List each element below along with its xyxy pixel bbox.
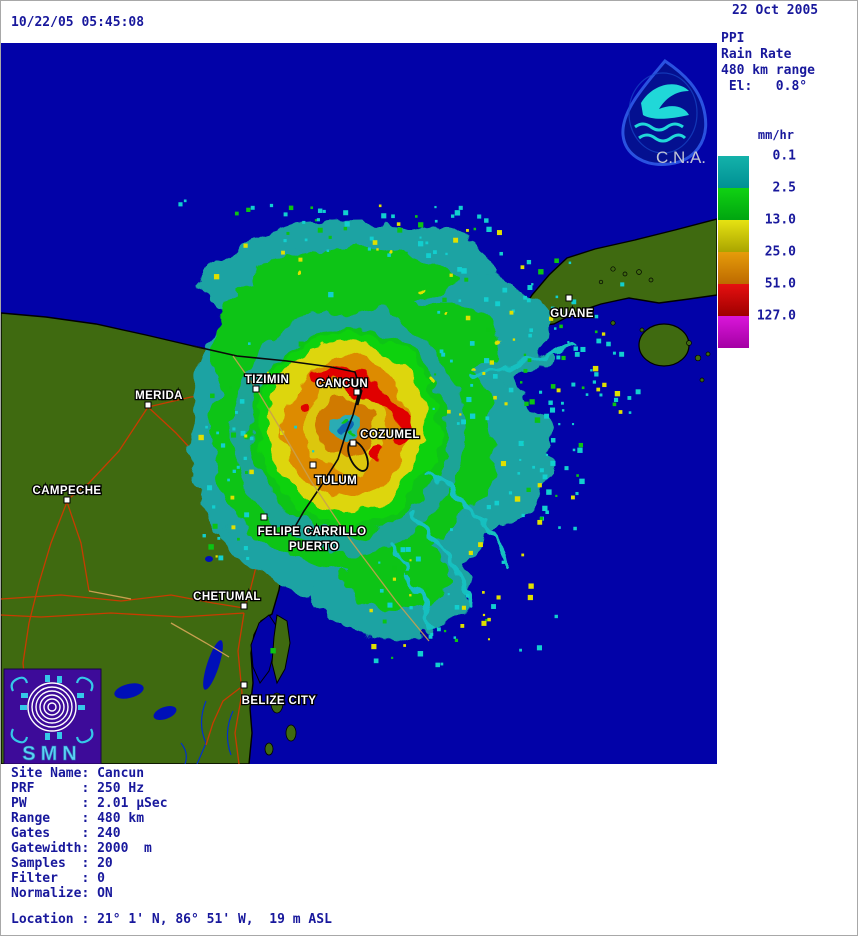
- scale-value: 2.5: [772, 180, 796, 196]
- radar-image: SMN C.N.A. MERIDA TIZIMIN CANCUN COZUMEL TUL…: [1, 43, 718, 765]
- city-marker: [349, 439, 357, 447]
- scale-unit-label: mm/hr: [757, 128, 794, 142]
- city-marker: [260, 513, 268, 521]
- scale-block: [718, 284, 749, 316]
- hurricane-echoes: [188, 220, 554, 641]
- product-mode-label: PPI: [721, 31, 745, 46]
- scale-block: [718, 220, 749, 252]
- city-label: CAMPECHE: [32, 485, 101, 497]
- road-over-storm: [232, 355, 430, 642]
- city-label: GUANE: [550, 308, 594, 320]
- info-line: Gates : 240: [11, 826, 121, 841]
- product-name-label: Rain Rate: [721, 47, 792, 62]
- city-marker: [240, 602, 248, 610]
- roads-secondary: [88, 590, 230, 658]
- cays: [588, 266, 711, 383]
- city-label: CHETUMAL: [193, 591, 261, 603]
- info-line: Filter : 0: [11, 871, 105, 886]
- scale-value: 127.0: [756, 308, 796, 324]
- info-line: PRF : 250 Hz: [11, 781, 145, 796]
- outer-rain-bands: [388, 340, 579, 631]
- scale-block: [718, 316, 749, 348]
- city-marker: [309, 461, 317, 469]
- site-parameters: Site Name: Cancun PRF : 250 Hz PW : 2.01 µ…: [11, 766, 168, 901]
- scale-block: [718, 252, 749, 284]
- cna-logo-text: C.N.A.: [656, 148, 706, 167]
- smn-logo: SMN: [3, 668, 102, 765]
- range-label: 480 km range: [721, 63, 815, 78]
- elevation-label: El: 0.8°: [721, 79, 808, 94]
- coastline-overlay: [192, 345, 369, 533]
- info-line: Range : 480 km: [11, 811, 145, 826]
- scale-value: 51.0: [764, 276, 796, 292]
- city-label: TIZIMIN: [245, 374, 289, 386]
- city-label: COZUMEL: [360, 429, 420, 441]
- radar-map-svg: SMN C.N.A. MERIDA TIZIMIN CANCUN COZUMEL TUL…: [1, 43, 718, 765]
- city-marker: [565, 294, 573, 302]
- city-marker: [144, 401, 152, 409]
- info-line: Normalize: ON: [11, 886, 113, 901]
- city-label: MERIDA: [135, 390, 183, 402]
- scale-value: 0.1: [772, 148, 796, 164]
- city-label: TULUM: [315, 475, 357, 487]
- city-label: BELIZE CITY: [242, 695, 317, 707]
- city-marker: [252, 385, 260, 393]
- city-label: FELIPE CARRILLO: [258, 526, 367, 538]
- city-marker: [63, 496, 71, 504]
- scan-timestamp: 10/22/05 05:45:08: [11, 15, 145, 30]
- cna-logo: C.N.A.: [621, 59, 708, 167]
- city-label: PUERTO: [289, 541, 339, 553]
- city-marker: [353, 388, 361, 396]
- city-marker: [240, 681, 248, 689]
- info-line: Gatewidth: 2000 m: [11, 841, 152, 856]
- city-layer: MERIDA TIZIMIN CANCUN COZUMEL TULUM CAMPECHE F…: [31, 294, 595, 708]
- scan-date: 22 Oct 2005: [732, 3, 819, 18]
- scale-value: 25.0: [764, 244, 796, 260]
- info-line: Site Name: Cancun: [11, 766, 145, 781]
- scale-block: [718, 188, 749, 220]
- scale-block: [718, 156, 749, 188]
- smn-logo-text: SMN: [22, 743, 81, 764]
- info-line: Samples : 20: [11, 856, 113, 871]
- location-line: Location : 21° 1' N, 86° 51' W, 19 m ASL: [11, 912, 332, 927]
- info-line: PW : 2.01 µSec: [11, 796, 168, 811]
- city-label: CANCUN: [316, 378, 368, 390]
- echo-speckles: [178, 199, 641, 668]
- scale-value: 13.0: [764, 212, 796, 228]
